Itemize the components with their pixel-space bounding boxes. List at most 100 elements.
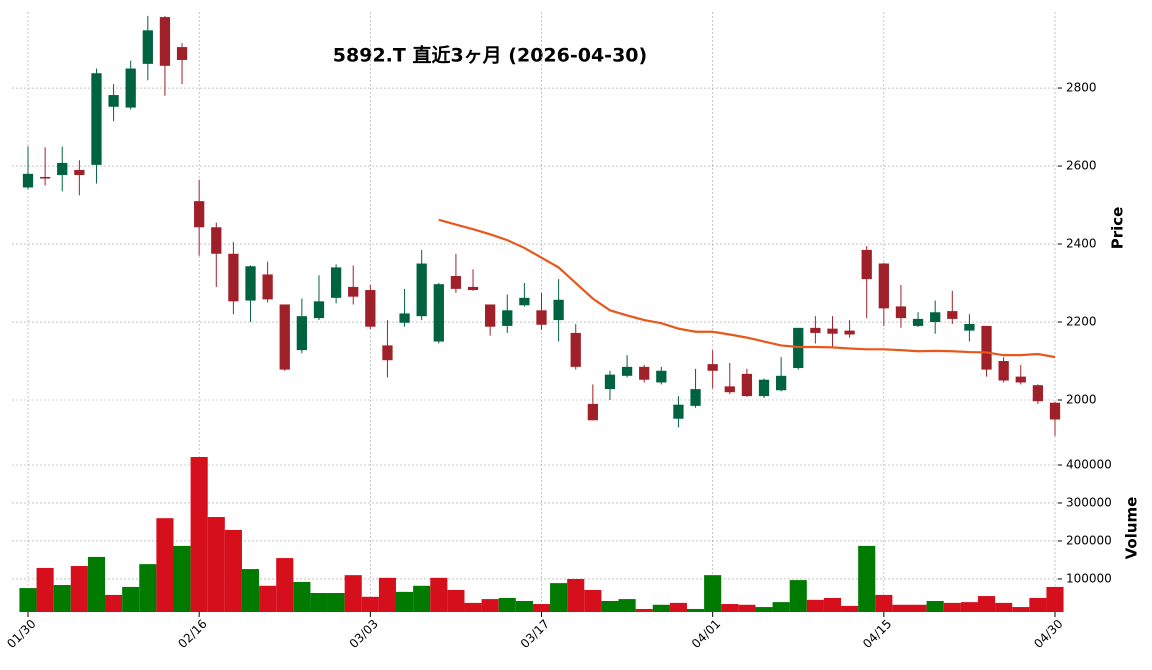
volume-bar [207,517,225,612]
candle-body [313,301,325,319]
candle-body [159,17,171,66]
volume-bar [19,588,37,612]
candle-body [450,275,462,289]
volume-bar [635,608,653,612]
candle-body [108,95,119,107]
volume-bar [875,594,893,612]
volume-bar [53,585,71,612]
candle-body [22,173,34,188]
candle-body [502,310,513,326]
volume-bar [995,602,1013,612]
volume-bar [87,556,106,612]
candle-body [690,389,701,406]
volume-bar [70,566,88,612]
y-axis-label: Price [1109,207,1127,250]
volume-bar [532,604,551,612]
candle-body [279,304,290,370]
volume-bar [567,578,585,612]
candle-body [998,361,1009,381]
volume-bar [498,597,516,612]
candle-body [827,328,838,334]
volume-bar [721,604,739,612]
volume-bar [892,604,910,612]
candle-body [125,68,136,108]
candle-body [330,267,342,298]
volume-bar [156,518,174,612]
volume-bar [36,567,54,612]
y-tick-label: 300000 [1066,495,1112,509]
volume-bar [310,593,328,612]
candle-body [365,290,376,327]
volume-bar [396,591,414,612]
candle-body [724,386,735,393]
volume-bar [550,583,568,612]
candle-body [416,263,427,317]
y-tick-label: 2400 [1066,237,1097,251]
candle-body [1015,376,1026,383]
candle-body [228,253,239,302]
candle-body [964,323,975,331]
candle-body [570,332,581,367]
volume-bar [430,577,448,612]
candle-body [262,274,273,300]
y-tick-label: 100000 [1066,571,1112,585]
volume-bar [977,596,996,612]
volume-bar [909,604,927,612]
volume-bar [841,605,859,612]
volume-bar [789,580,807,612]
volume-bar [755,607,773,612]
candle-body [57,162,68,176]
candle-body [639,366,650,380]
candle-body [895,306,907,319]
volume-bar [584,589,602,612]
x-tick-label: 01/30 [4,617,38,651]
volume-bar [943,602,961,612]
candle-body [741,373,753,397]
y-tick-label: 2000 [1066,393,1097,407]
candle-body [211,227,222,254]
candle-body [1049,402,1061,420]
volume-bar [190,457,208,612]
volume-bar [601,600,619,612]
candle-body [587,403,598,421]
volume-bar [1012,607,1030,612]
volume-bar [1029,597,1047,612]
volume-bar [413,585,431,612]
candle-body [194,201,205,228]
y-tick-label: 2800 [1066,81,1097,95]
candle-body [467,286,479,291]
volume-bar [293,581,311,612]
x-tick-label: 03/17 [518,617,552,651]
volume-bar [1046,586,1064,612]
candle-body [878,263,889,309]
candle-body [947,311,958,319]
candle-body [176,47,188,60]
volume-bar [276,558,294,612]
candle-body [433,284,444,342]
volume-bar [122,586,140,612]
candle-body [485,304,496,327]
volume-bar [704,575,722,612]
candle-body [707,364,718,371]
y-axis-label: Volume [1123,497,1141,560]
candle-body [981,325,992,370]
candle-body [775,375,787,391]
y-tick-label: 2600 [1066,159,1097,173]
candle-body [245,266,256,301]
candle-body [348,286,359,297]
volume-bar [105,594,123,612]
volume-bar [378,577,397,612]
volume-bar [669,602,687,612]
y-tick-label: 200000 [1066,533,1112,547]
volume-bar [259,585,277,612]
volume-bar [344,575,362,612]
candle-body [536,310,547,325]
volume-bar [823,597,842,612]
volume-bar [481,599,499,612]
candle-body [758,379,770,397]
volume-bar [926,600,944,612]
moving-average-line [438,218,1056,359]
candle-body [74,169,85,176]
volume-bar [515,600,533,612]
